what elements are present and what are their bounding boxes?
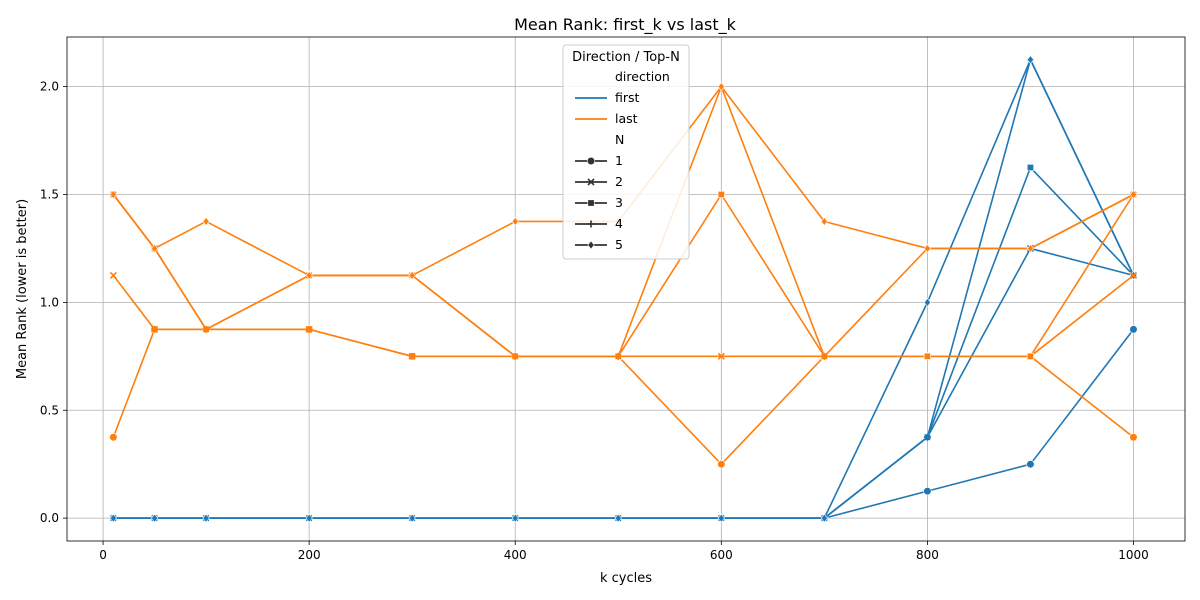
data-point [1026, 460, 1035, 469]
data-point [151, 243, 159, 253]
data-point [202, 216, 210, 226]
data-point [305, 325, 313, 333]
legend-label-last: last [615, 111, 638, 126]
x-tick-label: 0 [99, 548, 107, 562]
legend-marker-n4 [587, 220, 595, 228]
data-point [614, 513, 622, 523]
x-tick-label: 400 [504, 548, 527, 562]
data-point [1129, 433, 1138, 442]
data-point [614, 352, 622, 360]
data-point [1129, 271, 1138, 279]
plot-frame [66, 36, 1186, 542]
series-last-n2 [109, 271, 1138, 360]
y-tick-label: 2.0 [40, 80, 59, 94]
data-point [109, 433, 118, 442]
legend: Direction / Top-N direction first last N 1 2 3… [562, 44, 690, 260]
legend-marker-n1 [586, 156, 596, 166]
series-first-n2 [109, 244, 1138, 522]
data-point [820, 216, 828, 226]
legend-header-direction: direction [615, 69, 670, 84]
data-point [1026, 55, 1035, 65]
data-point [1026, 164, 1034, 172]
data-point [109, 271, 117, 279]
legend-marker-n2 [587, 178, 595, 186]
data-point [717, 191, 725, 199]
legend-marker-n3 [587, 199, 595, 207]
data-point [151, 513, 159, 523]
data-point [923, 352, 931, 360]
legend-label-n5: 5 [615, 237, 623, 252]
x-tick-label: 800 [916, 548, 939, 562]
data-point [511, 513, 519, 523]
data-point [1026, 243, 1035, 253]
data-point [109, 513, 117, 523]
data-point [1129, 325, 1138, 334]
ticks: 0 200 400 600 800 1000 0.0 0.5 1.0 1.5 2.0 [40, 80, 1149, 562]
data-point [923, 297, 931, 307]
y-tick-label: 0.5 [40, 403, 59, 417]
x-tick-label: 600 [710, 548, 733, 562]
legend-label-first: first [615, 90, 640, 105]
data-point [820, 513, 828, 523]
series-line [113, 58, 1135, 519]
legend-marker-n5 [587, 240, 595, 250]
data-point [305, 513, 313, 523]
legend-title: Direction / Top-N [572, 50, 680, 65]
data-point [202, 513, 210, 523]
data-point [511, 352, 519, 360]
data-point [820, 352, 828, 360]
y-tick-label: 1.0 [40, 295, 59, 309]
data-point [717, 460, 726, 469]
data-point [408, 270, 416, 280]
data-point [151, 325, 159, 333]
data-point [717, 82, 725, 92]
y-axis-label: Mean Rank (lower is better) [15, 199, 30, 379]
data-point [717, 513, 725, 523]
series-first-n1 [109, 325, 1138, 523]
data-point [408, 513, 416, 523]
data-point [202, 325, 210, 333]
legend-label-n3: 3 [615, 195, 623, 210]
data-point [408, 352, 416, 360]
data-point [305, 270, 313, 280]
legend-label-n1: 1 [615, 153, 623, 168]
data-point [923, 433, 931, 441]
x-axis-label: k cycles [600, 571, 652, 586]
series-line [113, 328, 1135, 519]
legend-label-n2: 2 [615, 174, 623, 189]
data-point [1129, 190, 1138, 199]
chart-title: Mean Rank: first_k vs last_k [514, 15, 737, 35]
data-point [109, 190, 117, 199]
data-point [717, 352, 725, 360]
y-tick-label: 1.5 [40, 188, 59, 202]
data-point [923, 243, 931, 253]
data-point [511, 216, 519, 226]
x-tick-label: 1000 [1118, 548, 1149, 562]
legend-header-n: N [615, 132, 624, 147]
legend-label-n4: 4 [615, 216, 623, 231]
data-point [923, 487, 932, 496]
legend-entries: direction first last N 1 2 3 4 5 [575, 69, 670, 252]
y-tick-label: 0.0 [40, 511, 59, 525]
data-point [1026, 352, 1034, 360]
x-tick-label: 200 [298, 548, 321, 562]
